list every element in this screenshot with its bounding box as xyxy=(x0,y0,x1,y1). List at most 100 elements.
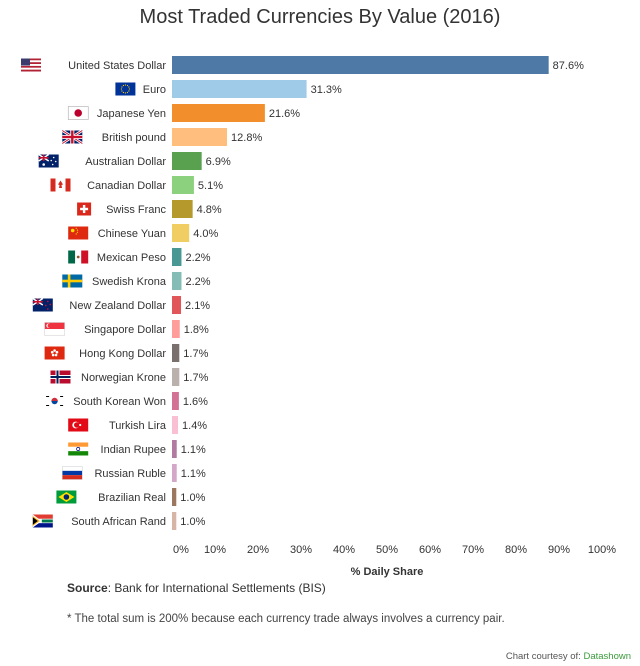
x-tick-label: 70% xyxy=(462,544,484,556)
ru-flag-icon xyxy=(62,466,83,480)
x-tick-label: 90% xyxy=(548,544,570,556)
category-label: New Zealand Dollar xyxy=(69,300,166,312)
bar-united-states-dollar[interactable] xyxy=(172,56,549,74)
bar-value-label: 4.8% xyxy=(197,204,222,216)
tr-flag-icon xyxy=(68,418,89,432)
chart-credit: Chart courtesy of: Datashown xyxy=(506,651,631,662)
bar-value-label: 1.1% xyxy=(181,468,206,480)
bar-value-label: 1.1% xyxy=(181,444,206,456)
bar-value-label: 1.4% xyxy=(182,420,207,432)
category-label: Turkish Lira xyxy=(109,420,167,432)
category-label: South Korean Won xyxy=(73,396,166,408)
bar-euro[interactable] xyxy=(172,80,307,98)
bar-value-label: 1.7% xyxy=(183,372,208,384)
bar-value-label: 1.6% xyxy=(183,396,208,408)
x-tick-label: 30% xyxy=(290,544,312,556)
category-label: Indian Rupee xyxy=(101,444,166,456)
ca-flag-icon xyxy=(50,178,71,192)
bar-south-korean-won[interactable] xyxy=(172,392,179,410)
eu-flag-icon xyxy=(115,82,136,96)
sg-flag-icon xyxy=(44,322,65,336)
bar-south-african-rand[interactable] xyxy=(172,512,177,530)
bar-value-label: 31.3% xyxy=(311,84,342,96)
category-label: British pound xyxy=(102,132,166,144)
bar-hong-kong-dollar[interactable] xyxy=(172,344,180,362)
bar-norwegian-krone[interactable] xyxy=(172,368,180,386)
bar-value-label: 1.8% xyxy=(184,324,209,336)
category-label: Hong Kong Dollar xyxy=(79,348,166,360)
credit-prefix: Chart courtesy of: xyxy=(505,651,584,662)
hk-flag-icon xyxy=(44,346,65,360)
bar-british-pound[interactable] xyxy=(172,128,228,146)
x-tick-label: 100% xyxy=(588,544,616,556)
source-note: Source: Bank for International Settlemen… xyxy=(67,581,326,595)
x-tick-label: 40% xyxy=(333,544,355,556)
bar-new-zealand-dollar[interactable] xyxy=(172,296,182,314)
nz-flag-icon xyxy=(32,297,53,312)
bar-indian-rupee[interactable] xyxy=(172,440,177,458)
source-text: : Bank for International Settlements (BI… xyxy=(107,581,326,595)
bar-chinese-yuan[interactable] xyxy=(172,224,190,242)
footnote: * The total sum is 200% because each cur… xyxy=(67,613,505,625)
se-flag-icon xyxy=(62,274,83,288)
bar-value-label: 2.1% xyxy=(185,300,210,312)
source-label: Source xyxy=(67,581,108,595)
au-flag-icon xyxy=(38,153,59,168)
no-flag-icon xyxy=(50,370,71,384)
bar-swiss-franc[interactable] xyxy=(172,200,193,218)
category-label: Norwegian Krone xyxy=(81,372,166,384)
category-label: Brazilian Real xyxy=(98,492,166,504)
bar-value-label: 6.9% xyxy=(206,156,231,168)
category-label: Mexican Peso xyxy=(97,252,166,264)
category-label: South African Rand xyxy=(71,516,166,528)
jp-flag-icon xyxy=(67,106,89,120)
x-tick-label: 0% xyxy=(173,544,189,556)
bar-australian-dollar[interactable] xyxy=(172,152,202,170)
bar-swedish-krona[interactable] xyxy=(172,272,182,290)
category-label: Canadian Dollar xyxy=(87,180,166,192)
x-tick-label: 10% xyxy=(204,544,226,556)
category-label: Australian Dollar xyxy=(85,156,166,168)
bar-value-label: 2.2% xyxy=(185,252,210,264)
credit-brand-link[interactable]: Datashown xyxy=(583,651,631,662)
bar-russian-ruble[interactable] xyxy=(172,464,177,482)
bar-singapore-dollar[interactable] xyxy=(172,320,180,338)
x-tick-label: 60% xyxy=(419,544,441,556)
x-tick-label: 50% xyxy=(376,544,398,556)
bar-value-label: 21.6% xyxy=(269,108,300,120)
bar-canadian-dollar[interactable] xyxy=(172,176,194,194)
category-label: Swiss Franc xyxy=(106,204,166,216)
x-tick-label: 20% xyxy=(247,544,269,556)
gb-flag-icon xyxy=(61,129,84,145)
bar-value-label: 87.6% xyxy=(553,60,584,72)
us-flag-icon xyxy=(21,58,41,72)
bar-chart: 87.6% United States Dollar 31.3% Euro 21.6% J… xyxy=(21,56,616,578)
bar-japanese-yen[interactable] xyxy=(172,104,265,122)
bar-value-label: 1.0% xyxy=(180,516,205,528)
cn-flag-icon xyxy=(68,226,89,240)
x-axis-label: % Daily Share xyxy=(351,566,424,578)
category-label: Singapore Dollar xyxy=(84,324,166,336)
category-label: Russian Ruble xyxy=(94,468,166,480)
bar-value-label: 4.0% xyxy=(193,228,218,240)
category-label: Japanese Yen xyxy=(97,108,166,120)
bar-value-label: 1.0% xyxy=(180,492,205,504)
bar-value-label: 1.7% xyxy=(183,348,208,360)
chart-title: Most Traded Currencies By Value (2016) xyxy=(139,6,501,28)
br-flag-icon xyxy=(56,490,77,504)
category-label: United States Dollar xyxy=(68,60,166,72)
kr-flag-icon xyxy=(44,394,65,408)
bar-brazilian-real[interactable] xyxy=(172,488,177,506)
in-flag-icon xyxy=(68,442,89,456)
bar-value-label: 2.2% xyxy=(185,276,210,288)
bar-value-label: 5.1% xyxy=(198,180,223,192)
category-label: Euro xyxy=(143,84,166,96)
bar-turkish-lira[interactable] xyxy=(172,416,179,434)
mx-flag-icon xyxy=(68,250,89,264)
ch-flag-icon xyxy=(77,202,92,216)
category-label: Chinese Yuan xyxy=(98,228,166,240)
bar-value-label: 12.8% xyxy=(231,132,262,144)
bar-mexican-peso[interactable] xyxy=(172,248,182,266)
x-tick-label: 80% xyxy=(505,544,527,556)
za-flag-icon xyxy=(32,514,53,528)
